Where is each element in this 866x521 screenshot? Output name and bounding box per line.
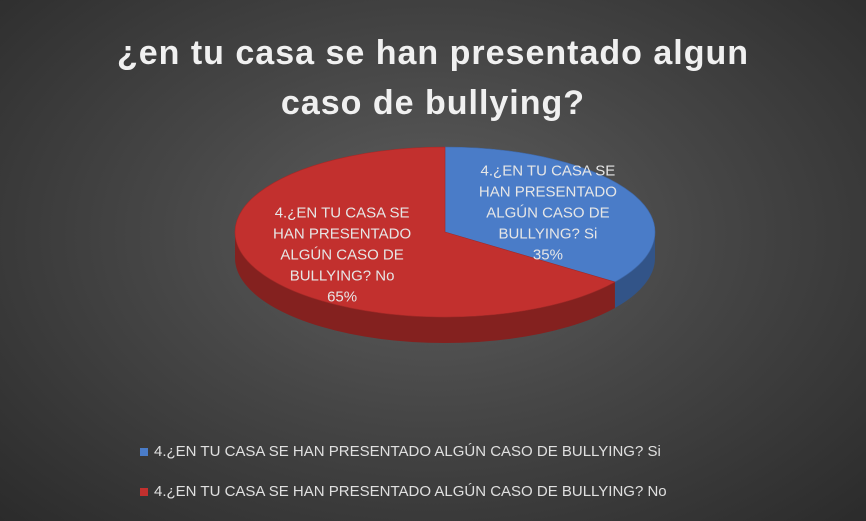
data-label-category: 4.¿EN TU CASA SE HAN PRESENTADO ALGÚN CA… <box>478 162 617 243</box>
data-label-value: 65% <box>327 288 358 306</box>
legend-swatch <box>140 447 148 456</box>
legend-item: 4.¿EN TU CASA SE HAN PRESENTADO ALGÚN CA… <box>140 483 667 500</box>
legend-label: 4.¿EN TU CASA SE HAN PRESENTADO ALGÚN CA… <box>154 443 661 460</box>
chart-title: ¿en tu casa se han presentado algun caso… <box>116 34 750 122</box>
data-label-value: 35% <box>532 246 563 264</box>
legend-label: 4.¿EN TU CASA SE HAN PRESENTADO ALGÚN CA… <box>154 483 667 500</box>
legend-swatch <box>140 487 148 496</box>
slice <box>444 146 656 283</box>
data-label: 4.¿EN TU CASA SE HAN PRESENTADO ALGÚN CA… <box>272 203 412 308</box>
slice <box>234 146 616 318</box>
data-label: 4.¿EN TU CASA SE HAN PRESENTADO ALGÚN CA… <box>478 160 618 265</box>
legend-item: 4.¿EN TU CASA SE HAN PRESENTADO ALGÚN CA… <box>140 443 661 460</box>
data-label-category: 4.¿EN TU CASA SE HAN PRESENTADO ALGÚN CA… <box>273 204 412 285</box>
slice-side <box>235 232 615 343</box>
slice-side <box>614 232 655 308</box>
